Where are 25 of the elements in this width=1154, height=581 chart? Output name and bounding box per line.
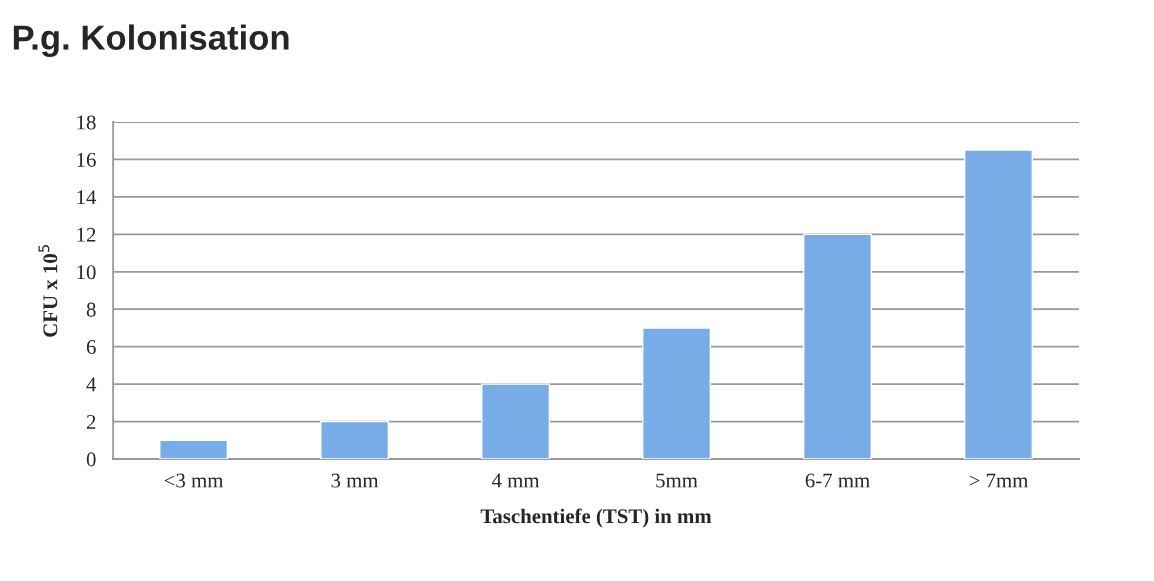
bar — [642, 327, 712, 459]
y-tick-label: 16 — [77, 152, 96, 167]
x-axis-title: Taschentiefe (TST) in mm — [480, 508, 712, 528]
y-tick-label: 18 — [77, 115, 96, 130]
y-tick-label: 12 — [77, 227, 96, 242]
y-tick-label: 14 — [77, 190, 97, 205]
x-tick-label: <3 mm — [164, 473, 224, 488]
x-tick-label: > 7mm — [969, 473, 1029, 488]
x-tick-label: 4 mm — [491, 473, 540, 488]
x-tick-label: 6-7 mm — [805, 473, 870, 488]
x-tick-label: 3 mm — [331, 473, 379, 488]
x-tick-label: 5mm — [656, 473, 698, 488]
bar — [963, 149, 1033, 459]
chart-title: P.g. Kolonisation — [13, 24, 289, 57]
y-tick-label: 6 — [86, 340, 96, 355]
bar — [803, 233, 873, 459]
y-tick-label: 2 — [86, 414, 96, 429]
y-tick-label: 4 — [86, 377, 97, 392]
bar — [320, 420, 390, 459]
bar — [481, 383, 551, 459]
y-tick-label: 10 — [77, 265, 96, 280]
y-tick-label: 8 — [86, 302, 96, 317]
y-axis-title: CFU x 10$^{5}$ — [38, 245, 58, 337]
y-tick-label: 0 — [86, 452, 96, 467]
bar — [159, 439, 229, 459]
